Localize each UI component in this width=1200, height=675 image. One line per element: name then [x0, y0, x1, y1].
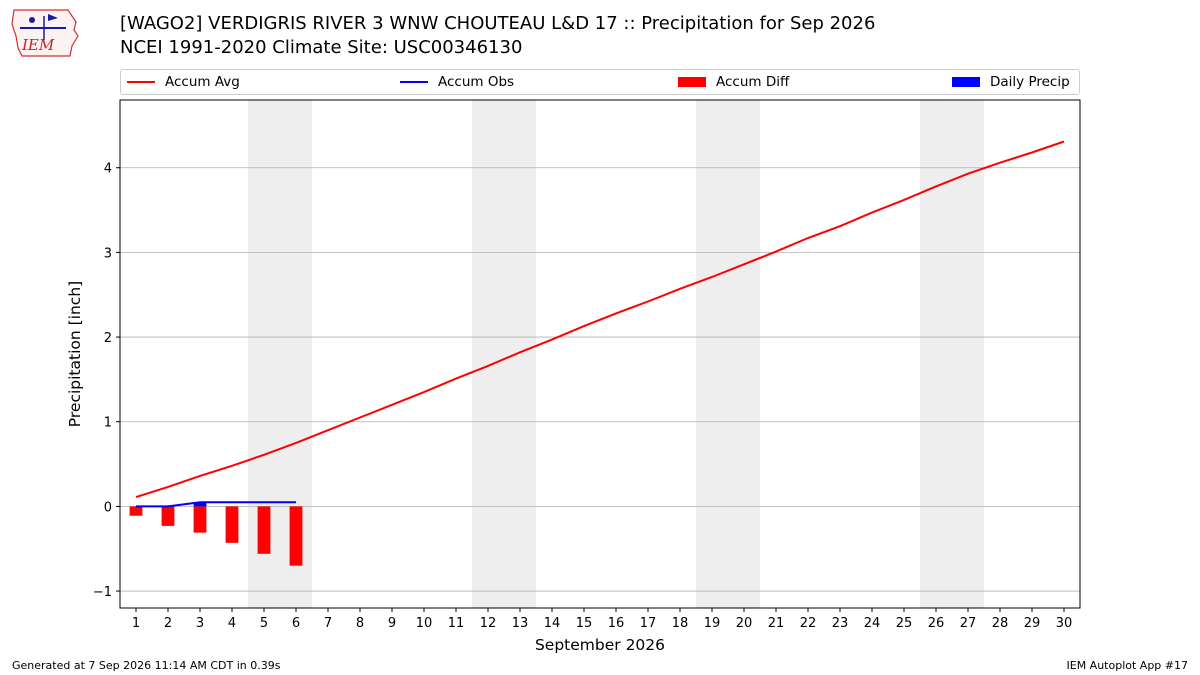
accum-diff-bar — [193, 506, 207, 533]
x-tick-label: 29 — [1024, 616, 1041, 631]
x-tick-label: 13 — [512, 616, 529, 631]
x-tick-label: 30 — [1056, 616, 1073, 631]
x-tick-label: 27 — [960, 616, 977, 631]
x-tick-label: 20 — [736, 616, 753, 631]
x-tick-label: 2 — [164, 616, 172, 631]
x-tick-label: 6 — [292, 616, 300, 631]
x-tick-label: 24 — [864, 616, 881, 631]
y-axis-ticks: −1 0 1 2 3 4 — [93, 162, 120, 600]
x-tick-label: 9 — [388, 616, 396, 631]
legend-daily-precip: Daily Precip — [952, 70, 1070, 94]
x-tick-label: 25 — [896, 616, 913, 631]
y-axis-label: Precipitation [inch] — [66, 281, 84, 427]
x-tick-label: 16 — [608, 616, 625, 631]
x-tick-label: 11 — [448, 616, 465, 631]
accum-diff-bar — [257, 506, 271, 554]
x-tick-label: 3 — [196, 616, 204, 631]
accum-diff-bar — [289, 506, 303, 566]
x-tick-label: 17 — [640, 616, 657, 631]
x-tick-label: 14 — [544, 616, 561, 631]
generated-timestamp: Generated at 7 Sep 2026 11:14 AM CDT in … — [12, 659, 281, 672]
plot-frame — [119, 99, 1081, 609]
accum-diff-bar — [161, 506, 175, 526]
grid-lines — [120, 167, 1080, 592]
x-tick-label: 5 — [260, 616, 268, 631]
weekend-shade-2 — [696, 100, 760, 608]
daily-precip-bar — [193, 502, 207, 507]
x-tick-label: 8 — [356, 616, 364, 631]
chart-subtitle: NCEI 1991-2020 Climate Site: USC00346130 — [120, 37, 523, 58]
legend-label-accum-obs: Accum Obs — [438, 74, 515, 90]
legend-accum-diff: Accum Diff — [678, 70, 789, 94]
weekend-shading — [248, 100, 984, 608]
iowa-state-outline — [11, 9, 79, 57]
y-tick-label: 3 — [104, 246, 112, 261]
y-tick-label: −1 — [93, 585, 112, 600]
weekend-shade-3 — [920, 100, 984, 608]
chart-legend: Accum Avg Accum Obs Accum Diff Daily Pre… — [120, 69, 1080, 95]
x-tick-label: 1 — [132, 616, 140, 631]
accum-obs-line — [136, 501, 296, 508]
legend-accum-obs: Accum Obs — [400, 70, 514, 94]
y-tick-label: 4 — [104, 162, 112, 177]
legend-accum-avg: Accum Avg — [127, 70, 240, 94]
chart-title: [WAGO2] VERDIGRIS RIVER 3 WNW CHOUTEAU L… — [120, 13, 876, 34]
daily-precip-bars — [193, 502, 207, 507]
x-tick-label: 26 — [928, 616, 945, 631]
iem-logo: IEM — [11, 9, 79, 57]
accum-avg-line — [135, 140, 1065, 499]
accum-diff-bars — [129, 506, 303, 566]
x-axis-label: September 2026 — [535, 636, 665, 654]
x-tick-label: 22 — [800, 616, 817, 631]
legend-label-daily-precip: Daily Precip — [990, 74, 1070, 90]
x-tick-label: 28 — [992, 616, 1009, 631]
accum-diff-bar — [225, 506, 239, 543]
x-tick-label: 10 — [416, 616, 433, 631]
y-tick-label: 0 — [104, 500, 112, 515]
legend-label-accum-avg: Accum Avg — [165, 74, 240, 90]
x-tick-label: 15 — [576, 616, 593, 631]
x-tick-label: 18 — [672, 616, 689, 631]
series-lines — [135, 140, 1065, 508]
x-tick-label: 23 — [832, 616, 849, 631]
y-tick-label: 1 — [104, 416, 112, 431]
accum-diff-bar — [129, 506, 143, 516]
app-credit: IEM Autoplot App #17 — [1066, 659, 1189, 672]
weekend-shade-1 — [472, 100, 536, 608]
x-tick-label: 7 — [324, 616, 332, 631]
legend-label-accum-diff: Accum Diff — [716, 74, 790, 90]
x-tick-label: 4 — [228, 616, 236, 631]
x-tick-label: 12 — [480, 616, 497, 631]
x-tick-label: 21 — [768, 616, 785, 631]
svg-text:IEM: IEM — [21, 36, 55, 54]
y-tick-label: 2 — [104, 331, 112, 346]
x-tick-label: 19 — [704, 616, 721, 631]
x-axis-ticks: 1 2 3 4 5 6 7 8 9 10 11 12 13 14 15 16 17 18 19 20 21 22 23 24 2… — [132, 608, 1072, 631]
